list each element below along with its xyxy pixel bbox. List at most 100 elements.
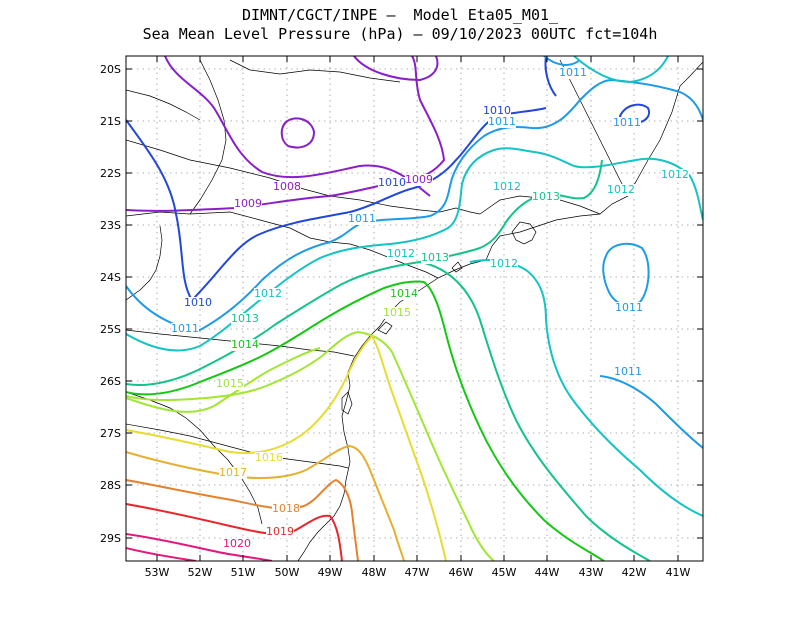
lat-tick-label: 25S <box>100 323 121 336</box>
isobar-label-bg <box>490 258 518 270</box>
isobar-label: 1012 <box>607 183 635 196</box>
isobar-label-bg <box>272 503 300 515</box>
lat-tick-label: 29S <box>100 532 121 545</box>
lon-tick-label: 50W <box>275 566 300 579</box>
isobar-1016 <box>126 334 447 561</box>
island-florianopolis <box>341 391 353 415</box>
lat-tick-label: 20S <box>100 63 121 76</box>
isobar-label: 1010 <box>184 296 212 309</box>
isobar-label-bg <box>254 288 282 300</box>
isobar-label: 1009 <box>405 173 433 186</box>
border-paraguay <box>126 225 163 301</box>
lon-tick-label: 51W <box>231 566 256 579</box>
isobar-label: 1015 <box>216 377 244 390</box>
isobar-label-bg <box>266 526 294 538</box>
isobar-label: 1013 <box>532 190 560 203</box>
isobar-label: 1015 <box>383 306 411 319</box>
isobar-label: 1014 <box>390 287 418 300</box>
isobar-label: 1013 <box>421 251 449 264</box>
lon-tick-label: 49W <box>318 566 343 579</box>
isobar-label: 1011 <box>559 66 587 79</box>
isobar-label-bg <box>493 181 521 193</box>
isobar-label-bg <box>219 467 247 479</box>
border-argentina <box>126 391 263 525</box>
border-ms-sp <box>189 59 227 215</box>
lat-tick-label: 27S <box>100 427 121 440</box>
lon-tick-label: 47W <box>405 566 430 579</box>
isobar-1014 <box>126 280 605 561</box>
isobar-label-bg <box>171 323 199 335</box>
map-frame <box>125 55 704 562</box>
isobar-1018 <box>126 478 359 561</box>
border-mg-sp <box>126 139 481 215</box>
lon-tick-label: 41W <box>666 566 691 579</box>
isobar-1019 <box>126 503 343 561</box>
isobar-label: 1012 <box>661 168 689 181</box>
map-title: DIMNT/CGCT/INPE — Model Eta05_M01_ <box>241 6 559 24</box>
isobar-label: 1017 <box>219 466 247 479</box>
isobar-label: 1018 <box>272 502 300 515</box>
isobar-label-bg <box>273 181 301 193</box>
isobar-label: 1010 <box>378 176 406 189</box>
isobar-labels: 1008100910091010101010101011101110111011… <box>171 66 689 550</box>
isobar-label: 1012 <box>493 180 521 193</box>
isobar-label: 1014 <box>231 338 259 351</box>
isobar-1013 <box>126 159 603 387</box>
isobar-1011 <box>599 375 703 449</box>
isobar-label: 1011 <box>171 322 199 335</box>
isobar-label-bg <box>607 184 635 196</box>
isobar-label: 1011 <box>613 116 641 129</box>
isobar-label-bg <box>483 105 511 117</box>
isobar-label-bg <box>614 366 642 378</box>
lat-tick-label: 24S <box>100 271 121 284</box>
isobar-label: 1020 <box>223 537 251 550</box>
isobar-label-bg <box>255 452 283 464</box>
lat-tick-label: 26S <box>100 375 121 388</box>
isobar-label-bg <box>234 198 262 210</box>
isobar-label-bg <box>184 297 212 309</box>
isobar-label-bg <box>532 191 560 203</box>
lat-tick-label: 21S <box>100 115 121 128</box>
isobar-label: 1009 <box>234 197 262 210</box>
isobar-label: 1011 <box>614 365 642 378</box>
lon-tick-label: 52W <box>188 566 213 579</box>
isobar-label-bg <box>615 302 643 314</box>
isobar-label: 1012 <box>254 287 282 300</box>
isobar-label-bg <box>390 288 418 300</box>
isobar-label: 1008 <box>273 180 301 193</box>
isobar-label: 1019 <box>266 525 294 538</box>
isobar-label: 1016 <box>255 451 283 464</box>
isobar-1020 <box>126 533 273 561</box>
isobar-1012 <box>469 259 703 517</box>
isobar-label-bg <box>231 313 259 325</box>
isobar-label: 1013 <box>231 312 259 325</box>
isobar-label-bg <box>378 177 406 189</box>
isobar-1011 <box>602 242 650 307</box>
isobar-label-bg <box>387 248 415 260</box>
isobar-label-bg <box>405 174 433 186</box>
lat-tick-label: 23S <box>100 219 121 232</box>
isobar-label: 1012 <box>387 247 415 260</box>
lon-tick-label: 43W <box>579 566 604 579</box>
isobar-label-bg <box>661 169 689 181</box>
lon-tick-label: 42W <box>622 566 647 579</box>
river-ms <box>126 89 201 121</box>
isobar-1013 <box>419 261 651 561</box>
isobar-1012 <box>573 56 669 84</box>
isobar-label: 1012 <box>490 257 518 270</box>
axis-ticks: 53W 52W 51W 50W 49W 48W 47W 46W 45W 44W 43W 42W 41W 2… <box>100 56 703 579</box>
isobar-label: 1011 <box>348 212 376 225</box>
isobar-1008 <box>280 117 316 149</box>
border-pr-sc <box>126 329 355 357</box>
isobar-label: 1011 <box>615 301 643 314</box>
isobar-label-bg <box>383 307 411 319</box>
map-subtitle: Sea Mean Level Pressure (hPa) — 09/10/20… <box>142 25 658 43</box>
isobar-label-bg <box>613 117 641 129</box>
isobar-1020 <box>126 547 197 561</box>
lon-tick-label: 48W <box>362 566 387 579</box>
isobar-label-bg <box>348 213 376 225</box>
paranagua-bay <box>377 321 393 335</box>
isobar-1010 <box>126 107 547 302</box>
lon-tick-label: 53W <box>145 566 170 579</box>
isobar-label: 1011 <box>488 115 516 128</box>
